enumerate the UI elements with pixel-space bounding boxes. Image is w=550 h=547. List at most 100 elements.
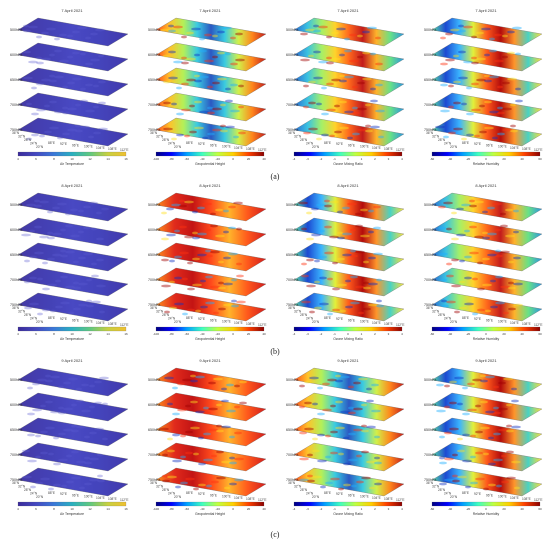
field-speckle <box>483 487 489 491</box>
field-speckle <box>457 449 465 453</box>
lat-tick: 24°N <box>306 492 314 496</box>
colorbar-tick: 12 <box>88 507 92 511</box>
field-speckle <box>222 26 232 30</box>
panel-title: 9 April 2021 <box>61 358 83 363</box>
field-speckle <box>210 285 220 289</box>
lat-tick: 32°N <box>432 485 440 489</box>
level-label: 650hPa <box>286 253 298 257</box>
field-speckle <box>342 206 350 210</box>
field-speckle <box>495 254 503 258</box>
colorbar-tick: 20 <box>247 157 251 161</box>
field-speckle <box>301 227 307 231</box>
field-speckle <box>471 56 477 60</box>
panel-r0-c0: 7 April 2021 500hPa 600hPa 650hPa 700hPa 750h… <box>10 8 128 166</box>
field-speckle <box>179 199 185 203</box>
field-speckle <box>164 310 170 314</box>
field-speckle <box>85 36 91 40</box>
level-label: 500hPa <box>148 203 160 207</box>
colorbar-tick: -4 <box>293 157 296 161</box>
field-speckle <box>494 59 504 63</box>
field-speckle <box>44 104 50 108</box>
colorbar-tick: -40 <box>448 332 453 336</box>
field-speckle <box>58 432 66 436</box>
field-speckle <box>205 275 213 279</box>
field-speckle <box>500 285 510 289</box>
field-speckle <box>27 386 33 390</box>
colorbar-tick: 0 <box>232 157 234 161</box>
field-speckle <box>375 36 381 40</box>
field-speckle <box>495 228 501 232</box>
lat-tick: 32°N <box>18 135 26 139</box>
level-layer-4 <box>17 292 129 322</box>
field-speckle <box>459 280 465 284</box>
colorbar-tick: 2 <box>374 157 376 161</box>
field-speckle <box>446 300 456 304</box>
field-speckle <box>99 376 109 380</box>
panel-title: 7 April 2021 <box>475 8 497 13</box>
field-speckle <box>449 380 457 384</box>
field-speckle <box>361 450 369 454</box>
colorbar <box>431 151 541 157</box>
field-speckle <box>66 454 72 458</box>
colorbar-tick: -20 <box>216 332 221 336</box>
field-speckle <box>230 109 240 113</box>
field-speckle <box>167 437 173 441</box>
field-speckle <box>303 105 309 109</box>
field-speckle <box>351 484 357 488</box>
field-speckle <box>375 109 385 113</box>
level-layer-1 <box>155 392 267 422</box>
colorbar-tick: 16 <box>124 332 128 336</box>
field-speckle <box>462 459 472 463</box>
level-layer-0 <box>293 367 405 397</box>
field-speckle <box>192 283 202 287</box>
level-layer-0 <box>17 367 129 397</box>
field-speckle <box>488 483 496 487</box>
level-layer-2 <box>293 67 405 97</box>
field-speckle <box>93 84 99 88</box>
field-speckle <box>238 84 244 88</box>
lat-tick: 28°N <box>24 488 32 492</box>
field-speckle <box>313 50 321 54</box>
lon-tick: 92°E <box>474 492 481 496</box>
field-speckle <box>88 201 98 205</box>
field-speckle <box>316 137 322 141</box>
field-speckle <box>458 29 466 33</box>
field-speckle <box>182 378 192 382</box>
field-speckle <box>55 305 63 309</box>
field-speckle <box>472 378 482 382</box>
field-speckle <box>223 282 233 286</box>
lon-tick: 104°E <box>234 496 243 500</box>
field-speckle <box>65 212 71 216</box>
field-speckle <box>488 462 496 466</box>
field-speckle <box>205 228 211 232</box>
field-speckle <box>456 233 466 237</box>
field-speckle <box>332 261 338 265</box>
field-speckle <box>438 205 446 209</box>
field-speckle <box>40 477 50 481</box>
field-speckle <box>202 136 208 140</box>
lon-tick: 88°E <box>324 316 331 320</box>
field-speckle <box>330 477 340 481</box>
field-speckle <box>195 375 205 379</box>
field-speckle <box>326 82 334 86</box>
field-speckle <box>186 31 194 35</box>
field-speckle <box>374 461 382 465</box>
lat-tick: 32°N <box>294 135 302 139</box>
level-label: 750hPa <box>148 303 160 307</box>
colorbar-tick: 10 <box>70 157 74 161</box>
field-speckle <box>211 454 217 458</box>
field-speckle <box>45 400 53 404</box>
colorbar-tick: 4 <box>17 332 19 336</box>
level-label: 650hPa <box>10 253 22 257</box>
field-speckle <box>184 200 194 204</box>
field-speckle <box>197 206 205 210</box>
field-speckle <box>180 434 186 438</box>
field-speckle <box>231 299 237 303</box>
field-speckle <box>466 86 472 90</box>
field-speckle <box>34 225 42 229</box>
colorbar-tick: 0 <box>347 157 349 161</box>
field-speckle <box>50 410 60 414</box>
colorbar-tick: -60 <box>430 157 435 161</box>
field-speckle <box>515 99 523 103</box>
lon-tick: 96°E <box>348 143 355 147</box>
